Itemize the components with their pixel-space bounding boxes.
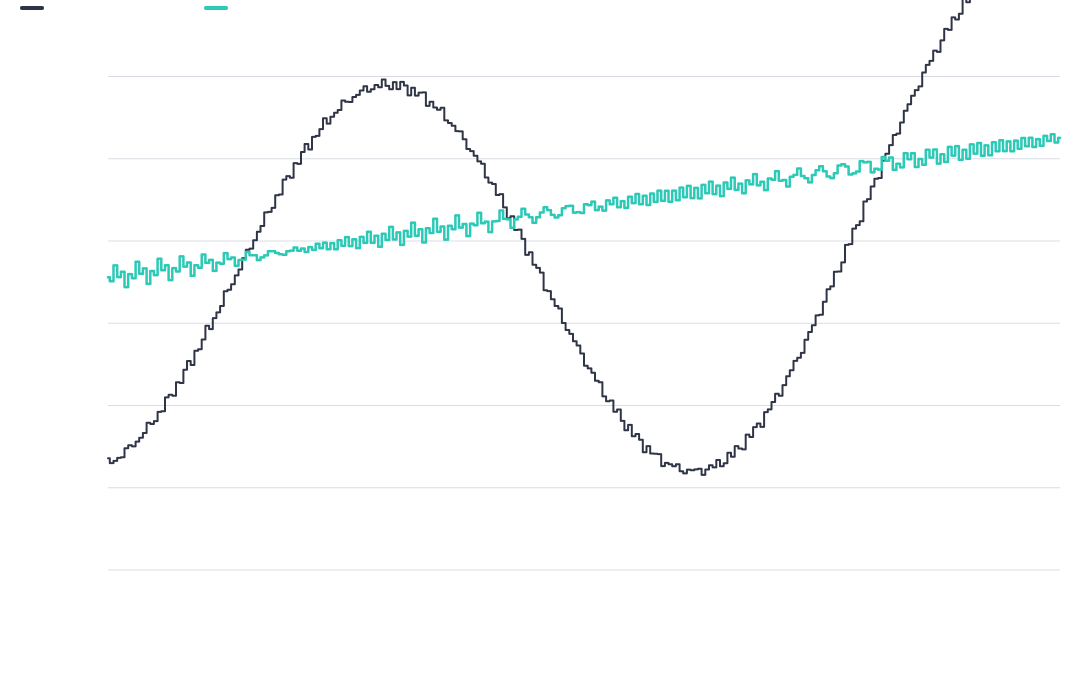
series-series-b xyxy=(108,134,1060,287)
chart-container xyxy=(0,0,1078,678)
series-series-a xyxy=(108,0,1060,475)
chart-svg xyxy=(0,0,1078,678)
